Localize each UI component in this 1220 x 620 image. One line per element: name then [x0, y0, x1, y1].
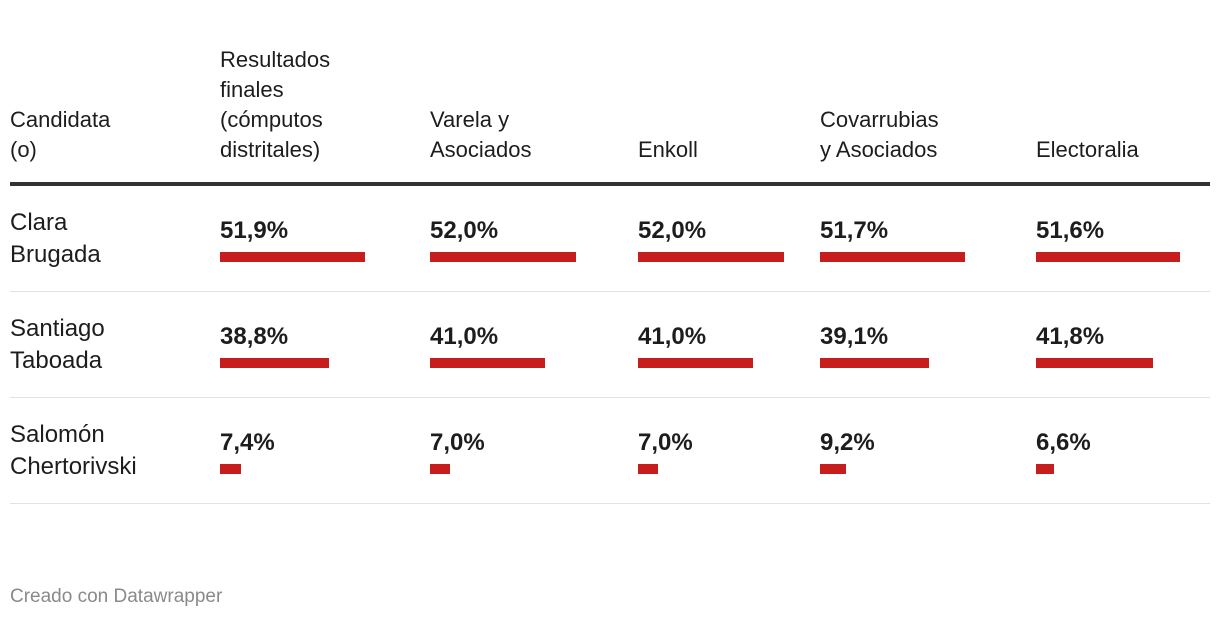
percent-label: 51,7% — [820, 217, 889, 244]
candidate-name: Salomón Chertorivski — [10, 421, 137, 480]
percent-label: 41,0% — [638, 323, 707, 350]
percent-label: 7,0% — [430, 429, 485, 456]
percent-bar — [638, 464, 658, 474]
row-divider — [10, 291, 1210, 292]
percent-label: 38,8% — [220, 323, 289, 350]
column-header: Varela y Asociados — [430, 107, 532, 162]
percent-bar — [820, 358, 929, 368]
column-header: Candidata (o) — [10, 107, 111, 162]
percent-bar — [638, 252, 784, 262]
percent-bar — [1036, 464, 1054, 474]
percent-label: 51,6% — [1036, 217, 1105, 244]
row-divider — [10, 503, 1210, 504]
percent-bar — [430, 358, 545, 368]
percent-label: 52,0% — [430, 217, 499, 244]
percent-bar — [220, 464, 241, 474]
row-divider — [10, 397, 1210, 398]
percent-bar — [1036, 358, 1153, 368]
column-header: Covarrubias y Asociados — [820, 107, 939, 162]
percent-label: 9,2% — [820, 429, 875, 456]
percent-label: 39,1% — [820, 323, 889, 350]
percent-bar — [220, 252, 365, 262]
percent-label: 41,8% — [1036, 323, 1105, 350]
percent-bar — [1036, 252, 1180, 262]
percent-label: 41,0% — [430, 323, 499, 350]
candidate-name: Santiago Taboada — [10, 315, 105, 374]
header-rule — [10, 182, 1210, 186]
percent-label: 51,9% — [220, 217, 289, 244]
percent-label: 7,4% — [220, 429, 275, 456]
percent-bar — [430, 252, 576, 262]
footer-credit: Creado con Datawrapper — [10, 586, 223, 607]
percent-bar — [220, 358, 329, 368]
candidate-name: Clara Brugada — [10, 209, 101, 268]
percent-bar — [820, 464, 846, 474]
percent-bar — [638, 358, 753, 368]
percent-bar — [820, 252, 965, 262]
percent-label: 7,0% — [638, 429, 693, 456]
column-header: Resultados finales (cómputos distritales… — [220, 47, 331, 162]
percent-label: 6,6% — [1036, 429, 1091, 456]
column-header: Enkoll — [638, 137, 698, 162]
percent-label: 52,0% — [638, 217, 707, 244]
column-header: Electoralia — [1036, 137, 1139, 162]
percent-bar — [430, 464, 450, 474]
